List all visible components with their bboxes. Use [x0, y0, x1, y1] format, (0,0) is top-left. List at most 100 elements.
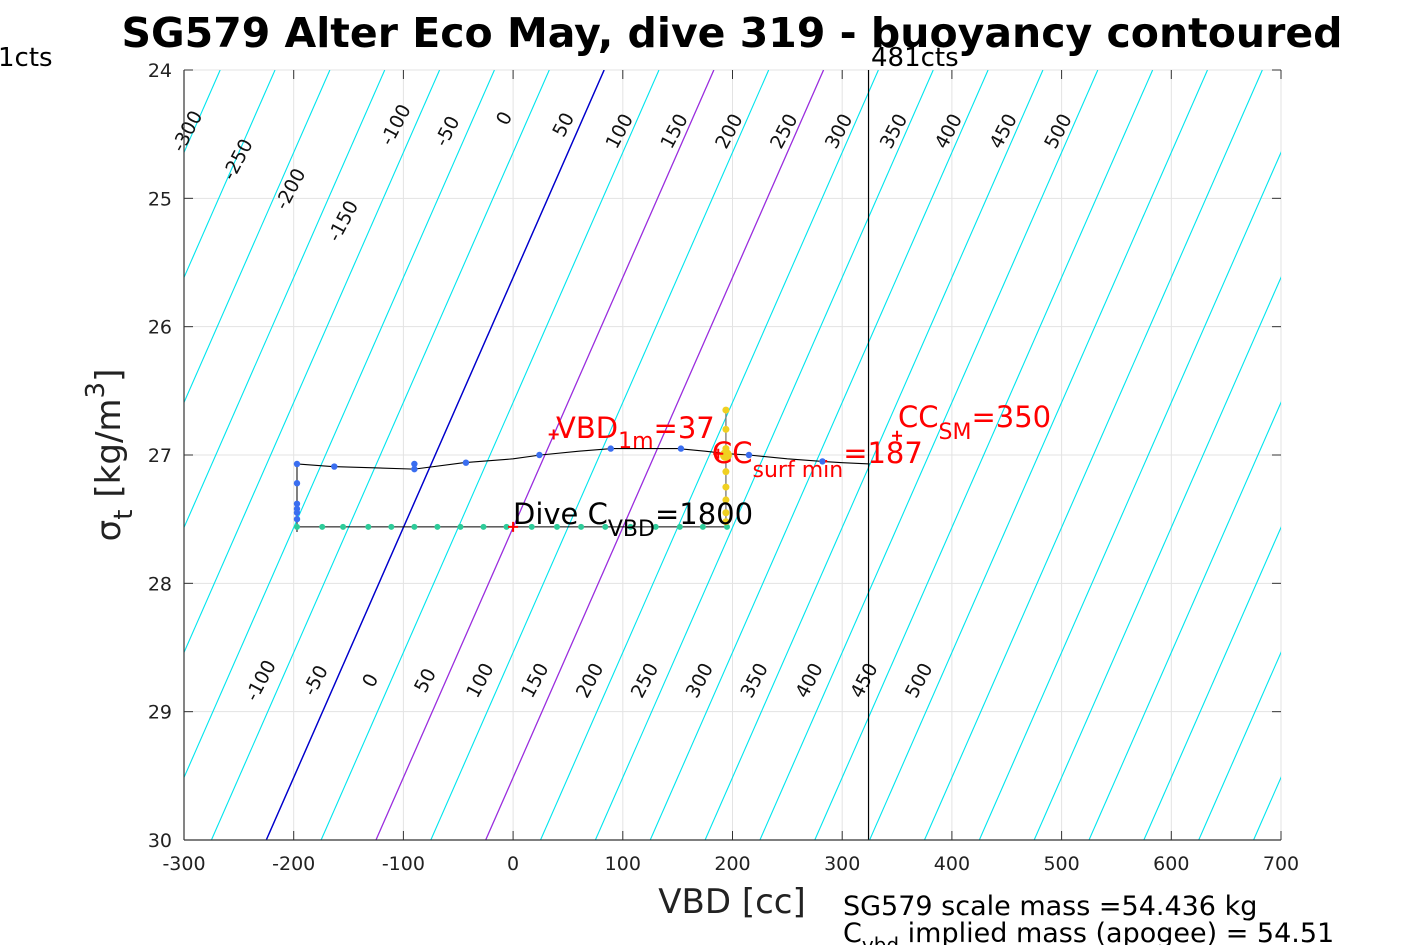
climb-point: [676, 523, 683, 530]
dive-point: [331, 463, 338, 470]
climb-point: [411, 523, 418, 530]
climb-point: [528, 523, 535, 530]
y-axis-label: σt [kg/m3]: [81, 369, 139, 542]
surface-point: [722, 496, 730, 504]
surface-point: [719, 449, 732, 461]
x-tick-label: 0: [507, 853, 519, 875]
dive-point: [536, 451, 543, 459]
chart-title: SG579 Alter Eco May, dive 319 - buoyancy…: [121, 9, 1342, 57]
dive-point: [462, 459, 470, 466]
climb-point: [293, 523, 300, 530]
buoyancy-contour: [1143, 526, 1281, 840]
y-label-sigma: σ: [89, 520, 129, 542]
dive-point: [411, 460, 418, 468]
x-tick-label: 500: [1043, 853, 1079, 875]
y-tick-label: 26: [148, 317, 172, 339]
ann-vbd-val: =37: [654, 411, 715, 445]
buoyancy-contour: [978, 151, 1281, 840]
dive-point: [293, 515, 301, 523]
annotation-cc-sm: CCSM=350: [898, 400, 1051, 445]
ann-vbd-main: VBD: [556, 411, 618, 445]
surface-point: [722, 483, 730, 491]
x-tick-label: 200: [714, 853, 750, 875]
climb-point: [319, 523, 326, 530]
ann-cvbd-val: =1800: [655, 497, 753, 531]
annotation-dive-cvbd: Dive CVBD=1800: [513, 497, 753, 542]
x-tick-label: 700: [1263, 853, 1299, 875]
climb-point: [365, 523, 372, 530]
climb-point: [724, 523, 731, 530]
buoyancy-contour: [1033, 276, 1281, 840]
buoyancy-contour: [594, 70, 934, 840]
dive-point: [411, 465, 418, 473]
y-tick-label: 24: [148, 60, 172, 82]
dive-point: [819, 458, 826, 465]
top-marker-right: 481cts: [871, 43, 959, 73]
ann-ccsurf-main: CC: [712, 436, 753, 470]
dive-point: [293, 480, 301, 487]
x-tick-label: 400: [934, 853, 970, 875]
annotation-vbd-1m: VBD1m=37: [556, 411, 715, 454]
ann-ccsm-main: CC: [898, 400, 939, 434]
x-tick-label: -300: [162, 853, 205, 875]
ann-ccsurf-sub: surf min: [753, 458, 844, 483]
top-marker-left: 1cts: [0, 43, 53, 73]
footer-scale-mass: SG579 scale mass =54.436 kg: [843, 891, 1257, 922]
buoyancy-contour: [184, 70, 495, 779]
ann-ccsurf-val: =187: [843, 436, 923, 470]
buoyancy-contour: [0, 70, 165, 840]
y-label-sup: 3: [81, 382, 111, 399]
buoyancy-contour: [814, 70, 1154, 840]
surface-point: [722, 468, 730, 476]
footer-c: C: [843, 918, 862, 945]
y-label-sub: t: [109, 510, 139, 520]
dive-profile-line: [296, 448, 870, 470]
ann-ccsm-sub: SM: [939, 420, 972, 445]
dive-point: [745, 451, 753, 459]
dive-point: [293, 460, 301, 468]
buoyancy-contour: [649, 70, 989, 840]
dive-point: [293, 505, 301, 513]
y-tick-label: 29: [148, 702, 172, 724]
surface-point: [722, 425, 730, 433]
climb-point: [457, 523, 464, 530]
dive-point: [607, 445, 614, 452]
climb-point: [434, 523, 441, 530]
climb-point: [578, 523, 585, 530]
buoyancy-contour: [320, 70, 660, 840]
climb-point: [503, 523, 510, 530]
buoyancy-contour: [184, 70, 276, 279]
zero-buoyancy-line: [265, 70, 605, 840]
buoyancy-contour: [923, 70, 1263, 840]
footer-implied-mass: Cvbd implied mass (apogee) = 54.51: [843, 918, 1334, 945]
y-label-unit: [kg/m: [89, 398, 129, 497]
buoyancy-contour: [759, 70, 1099, 840]
surface-point: [722, 509, 730, 517]
ann-cvbd-sub: VBD: [608, 517, 655, 542]
ann-cvbd-main: Dive C: [513, 497, 608, 531]
x-tick-label: 300: [824, 853, 860, 875]
buoyancy-contour: [704, 70, 1044, 840]
cc-contour: [485, 70, 825, 840]
y-label-close: ]: [89, 369, 129, 382]
climb-point: [652, 523, 659, 530]
buoyancy-contour: [210, 70, 550, 840]
ann-vbd-sub: 1m: [618, 429, 653, 454]
climb-point: [602, 523, 609, 530]
x-tick-label: 600: [1153, 853, 1189, 875]
profile-data: [293, 406, 903, 532]
x-tick-label: 100: [605, 853, 641, 875]
footer-rest: implied mass (apogee) = 54.51: [899, 918, 1334, 945]
climb-point: [627, 523, 634, 530]
footer-vbd-sub: vbd: [862, 933, 899, 945]
y-tick-label: 28: [148, 573, 172, 595]
buoyancy-contour: [184, 70, 441, 654]
buoyancy-contours: [0, 70, 1281, 840]
climb-point: [699, 523, 706, 530]
buoyancy-contour: [1198, 651, 1281, 840]
ann-ccsm-val: =350: [971, 400, 1051, 434]
dive-point: [293, 500, 301, 507]
y-tick-label: 30: [148, 830, 172, 852]
y-tick-label: 25: [148, 188, 172, 210]
buoyancy-contour: [184, 70, 386, 529]
